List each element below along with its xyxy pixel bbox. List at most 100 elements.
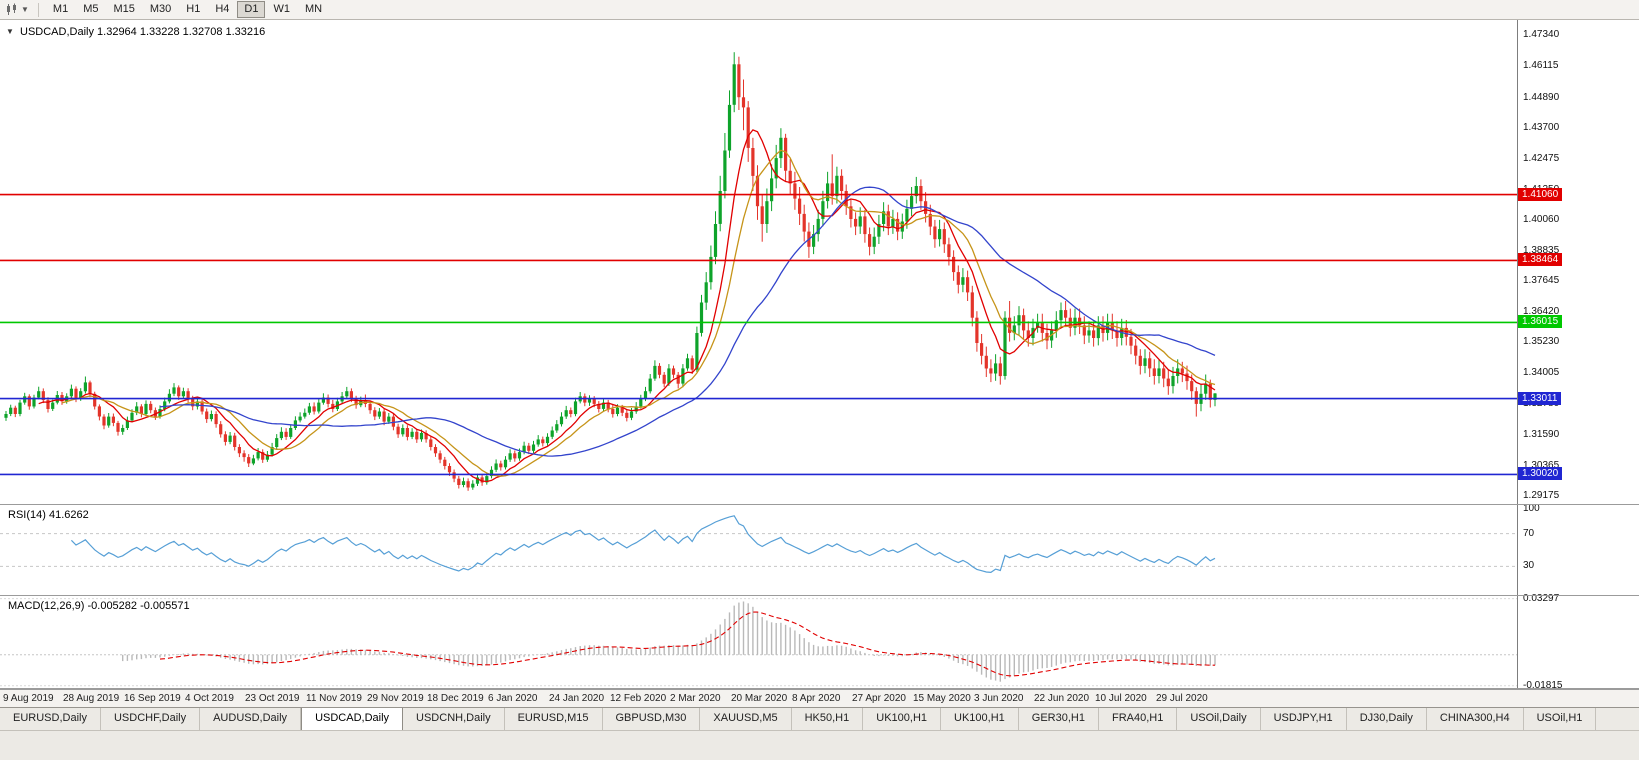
macd-signal-line [159, 611, 1215, 677]
chart-tab-ger30-h1[interactable]: GER30,H1 [1019, 708, 1099, 730]
ma-34-line [159, 186, 1216, 457]
panel-separator[interactable] [0, 504, 1639, 505]
rsi-line [70, 515, 1216, 574]
price-axis-tick: 1.43700 [1523, 122, 1560, 133]
chart-tab-usdcad-daily[interactable]: USDCAD,Daily [301, 708, 404, 730]
rsi-axis-tick: 30 [1523, 560, 1535, 571]
macd-name: MACD(12,26,9) [8, 600, 85, 612]
price-axis-tick: 1.40060 [1523, 214, 1560, 225]
price-axis-tick: 1.44890 [1523, 92, 1560, 103]
price-scale[interactable]: 1.473401.461151.448901.437001.424751.412… [1517, 20, 1639, 691]
chart-tab-fra40-h1[interactable]: FRA40,H1 [1099, 708, 1178, 730]
price-axis-tick: 1.38835 [1523, 245, 1560, 256]
date-label: 8 Apr 2020 [792, 693, 841, 704]
chart-tab-uk100-h1[interactable]: UK100,H1 [863, 708, 942, 730]
rsi-axis-tick: 70 [1523, 528, 1535, 539]
timeframe-button-mn[interactable]: MN [298, 1, 329, 18]
price-line-tag: 1.30020 [1518, 467, 1563, 480]
macd-axis-tick: 0.03297 [1523, 593, 1560, 604]
chart-tab-eurusd-m15[interactable]: EURUSD,M15 [505, 708, 603, 730]
chart-tab-usoil-h1[interactable]: USOil,H1 [1524, 708, 1597, 730]
date-label: 23 Oct 2019 [245, 693, 300, 704]
date-label: 22 Jun 2020 [1034, 693, 1090, 704]
price-axis-tick: 1.42475 [1523, 153, 1560, 164]
date-label: 18 Dec 2019 [427, 693, 484, 704]
chart-region: ▼ USDCAD,Daily 1.32964 1.33228 1.32708 1… [0, 20, 1639, 707]
chart-title: USDCAD,Daily 1.32964 1.33228 1.32708 1.3… [20, 26, 265, 38]
chart-tab-uk100-h1[interactable]: UK100,H1 [941, 708, 1019, 730]
ohlc-values: 1.32964 1.33228 1.32708 1.33216 [97, 26, 266, 38]
chart-type-dropdown-caret-icon[interactable]: ▼ [21, 5, 29, 14]
macd-indicator-label: MACD(12,26,9) -0.005282 -0.005571 [8, 600, 190, 612]
rsi-value: 41.6262 [48, 509, 89, 521]
date-label: 24 Jan 2020 [549, 693, 605, 704]
macd-histogram [121, 601, 1216, 682]
price-line-tag: 1.38464 [1518, 253, 1563, 266]
chart-tab-hk50-h1[interactable]: HK50,H1 [792, 708, 864, 730]
ma-8-line [38, 129, 1216, 483]
date-label: 4 Oct 2019 [185, 693, 234, 704]
status-bar [0, 730, 1639, 760]
main-price-chart[interactable] [0, 20, 1517, 504]
date-label: 27 Apr 2020 [852, 693, 906, 704]
chart-tab-usdchf-daily[interactable]: USDCHF,Daily [101, 708, 201, 730]
time-scale[interactable]: 9 Aug 2019 28 Aug 2019 16 Sep 2019 4 Oct 20… [0, 689, 1639, 707]
macd-values: -0.005282 -0.005571 [87, 600, 190, 612]
timeframe-button-d1[interactable]: D1 [237, 1, 266, 18]
one-click-trading-toggle-icon[interactable]: ▼ [6, 27, 14, 36]
date-label: 9 Aug 2019 [3, 693, 54, 704]
price-line-tag: 1.41060 [1518, 188, 1563, 201]
date-label: 6 Jan 2020 [488, 693, 538, 704]
panel-separator [0, 688, 1639, 689]
candles-layer [4, 52, 1217, 491]
macd-indicator-pane[interactable] [0, 596, 1517, 688]
timeframe-button-h4[interactable]: H4 [208, 1, 236, 18]
timeframe-button-m5[interactable]: M5 [76, 1, 105, 18]
toolbar-separator [37, 2, 39, 17]
chart-tab-gbpusd-m30[interactable]: GBPUSD,M30 [603, 708, 701, 730]
chart-tab-usoil-daily[interactable]: USOil,Daily [1177, 708, 1261, 730]
price-axis-tick: 1.29175 [1523, 490, 1560, 501]
chart-tab-usdcnh-daily[interactable]: USDCNH,Daily [403, 708, 505, 730]
date-label: 20 Mar 2020 [731, 693, 788, 704]
chart-tab-china300-h4[interactable]: CHINA300,H4 [1427, 708, 1524, 730]
ma-13-line [61, 149, 1216, 477]
chart-tab-dj30-daily[interactable]: DJ30,Daily [1347, 708, 1427, 730]
rsi-indicator-pane[interactable] [0, 505, 1517, 595]
chart-tab-usdjpy-h1[interactable]: USDJPY,H1 [1261, 708, 1347, 730]
timeframe-button-m15[interactable]: M15 [106, 1, 141, 18]
rsi-axis-tick: 100 [1523, 503, 1540, 514]
timeframe-toolbar: ▼ M1 M5 M15 M30 H1 H4 D1 W1 MN [0, 0, 1639, 20]
timeframe-button-m1[interactable]: M1 [46, 1, 75, 18]
timeframe-button-m30[interactable]: M30 [143, 1, 178, 18]
price-axis-tick: 1.35230 [1523, 336, 1560, 347]
rsi-indicator-label: RSI(14) 41.6262 [8, 509, 89, 521]
price-axis-tick: 1.36420 [1523, 306, 1560, 317]
price-line-tag: 1.36015 [1518, 315, 1563, 328]
price-line-tag: 1.33011 [1518, 392, 1562, 405]
timeframe-button-h1[interactable]: H1 [179, 1, 207, 18]
date-label: 28 Aug 2019 [63, 693, 120, 704]
candlestick-chart-icon[interactable] [5, 3, 19, 16]
price-axis-tick: 1.47340 [1523, 29, 1560, 40]
price-axis-tick: 1.31590 [1523, 429, 1560, 440]
date-label: 29 Jul 2020 [1156, 693, 1208, 704]
chart-tab-xauusd-m5[interactable]: XAUUSD,M5 [700, 708, 792, 730]
chart-tab-eurusd-daily[interactable]: EURUSD,Daily [0, 708, 101, 730]
panel-separator[interactable] [0, 595, 1639, 596]
price-axis-tick: 1.37645 [1523, 275, 1560, 286]
symbol-period-label: USDCAD,Daily [20, 26, 94, 38]
price-axis-tick: 1.30365 [1523, 460, 1560, 471]
date-label: 3 Jun 2020 [974, 693, 1024, 704]
macd-axis-tick: -0.01815 [1523, 680, 1563, 691]
price-axis-tick: 1.46115 [1523, 60, 1559, 71]
timeframe-button-w1[interactable]: W1 [266, 1, 297, 18]
date-label: 10 Jul 2020 [1095, 693, 1147, 704]
chart-tab-bar: EURUSD,Daily USDCHF,Daily AUDUSD,Daily USDC… [0, 707, 1639, 730]
date-label: 29 Nov 2019 [367, 693, 424, 704]
chart-tab-audusd-daily[interactable]: AUDUSD,Daily [200, 708, 302, 730]
date-label: 11 Nov 2019 [306, 693, 362, 704]
price-axis-tick: 1.34005 [1523, 367, 1560, 378]
timeframe-buttons-group: M1 M5 M15 M30 H1 H4 D1 W1 MN [46, 1, 329, 18]
